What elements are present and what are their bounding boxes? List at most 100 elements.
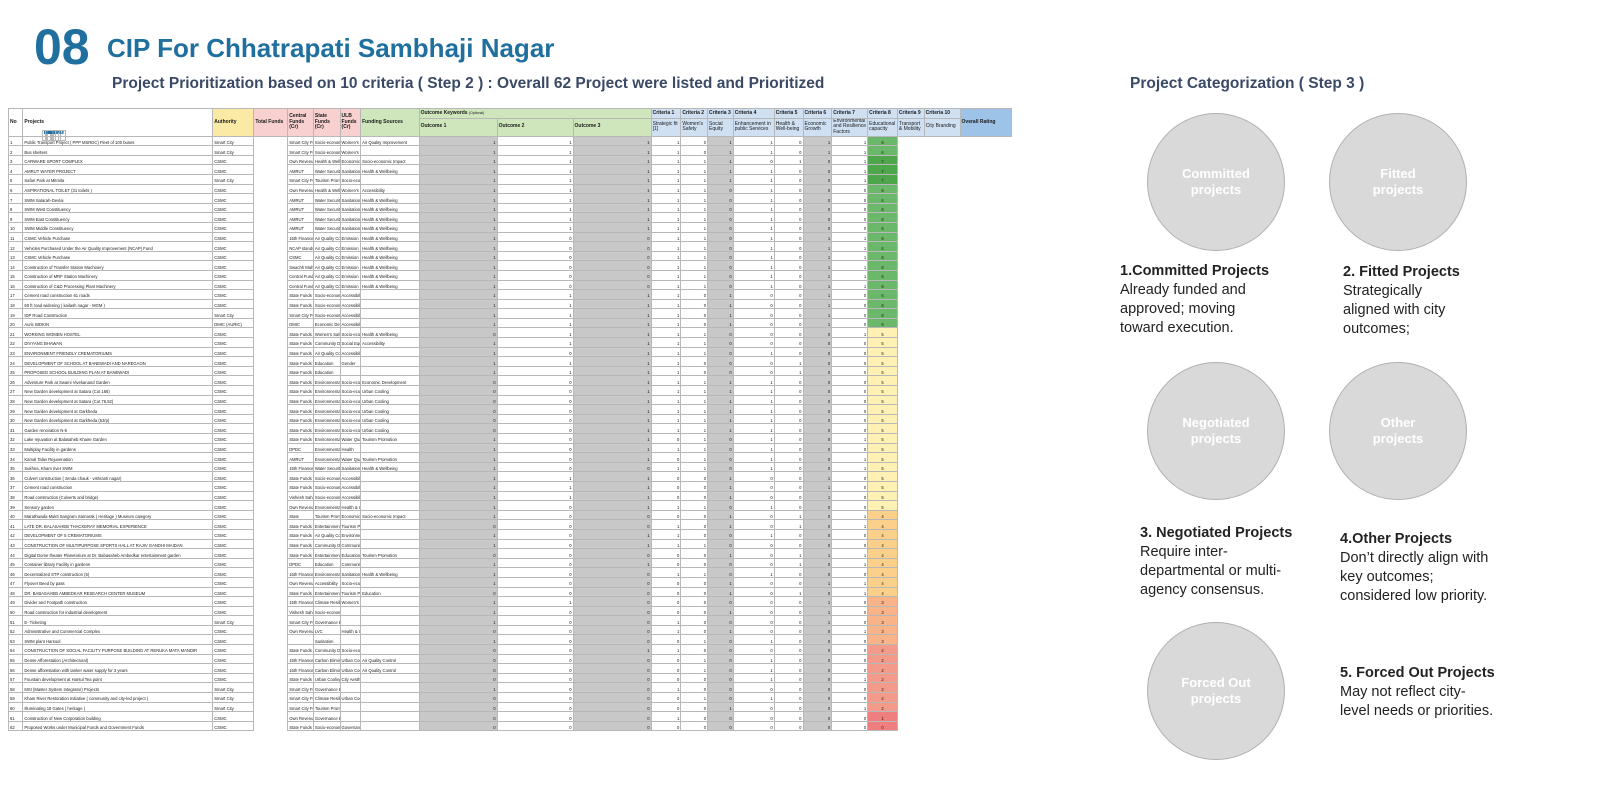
outcome-cell: Water Security	[312, 461, 341, 473]
criteria-cell: 1	[650, 624, 682, 636]
outcome-cell: Urban Cooling	[339, 692, 362, 703]
table-row: 39 Sensory garden CSMC 0.25 0.25 Own Revenue E…	[8, 130, 1012, 511]
criteria-cell: 0	[707, 337, 734, 348]
authority-cell: CSMC	[212, 356, 255, 367]
criteria-cell: 1	[732, 221, 775, 233]
criteria-cell: 1	[650, 615, 682, 626]
funding-source-cell: Own Revenue	[287, 624, 314, 636]
criteria-cell: 1	[732, 442, 775, 454]
criteria-cell: 1	[732, 173, 775, 185]
criteria-cell: 1	[650, 346, 682, 358]
criteria-cell: 0	[680, 682, 709, 694]
criteria-cell: 0	[496, 682, 574, 694]
authority-cell: CSMC	[212, 528, 255, 540]
outcome-cell	[339, 701, 362, 713]
authority-cell: CSMC	[212, 221, 255, 233]
criteria-cell: 1	[773, 154, 804, 166]
criteria-cell: 0	[680, 317, 709, 329]
criteria-cell: 0	[680, 711, 709, 722]
criteria-cell: 1	[732, 250, 775, 262]
row-number-cell: 50	[8, 605, 24, 617]
funding-source-cell: State Funds	[287, 346, 314, 358]
criteria-cell: 0	[707, 461, 734, 473]
outcome-cell: Urban Cooling	[339, 653, 362, 665]
criteria-cell: 1	[802, 490, 833, 502]
criteria-cell: 1	[732, 567, 775, 578]
authority-cell: CSMC	[212, 289, 255, 300]
criteria-cell: 1	[802, 596, 833, 607]
outcome-cell	[339, 605, 362, 617]
outcome-cell: Environmental Sustainability	[312, 500, 341, 511]
outcome-cell: Education	[312, 356, 341, 367]
project-name-cell: CSMC Vehicle Purchase	[22, 231, 214, 243]
table-row: 16 Construction of C&D Processing Plant M…	[8, 130, 1012, 291]
criteria-cell: 1	[831, 173, 869, 185]
table-body: 1 Public Transport Project ( PPP MSRDC) F…	[8, 130, 1012, 732]
criteria-cell: 1	[496, 212, 574, 223]
criteria-cell: 1	[418, 365, 498, 377]
outcome-cell	[360, 356, 420, 367]
criteria-cell: 0	[650, 672, 682, 684]
project-name-cell: New Garden development at Garkheda	[22, 404, 214, 415]
criteria-cell: 1	[418, 269, 498, 281]
criteria-cell: 0	[418, 711, 498, 722]
criteria-cell: 0	[707, 596, 734, 607]
rating-cell: 4	[867, 567, 898, 578]
table-row: 28 New Garden development at Satara (Cut …	[8, 130, 1012, 406]
outcome-cell: Women's Safety	[339, 183, 362, 195]
project-name-cell: ASPIRATIONAL TOILET (31 toilets )	[22, 183, 214, 195]
project-name-cell: E- Ticketing	[22, 615, 214, 626]
criteria-cell: 0	[732, 720, 775, 732]
criteria-cell: 0	[802, 423, 833, 434]
table-row: 52 Administrative and Commercial Complex C…	[8, 130, 1012, 636]
criteria-cell: 0	[773, 173, 804, 185]
criteria-cell: 1	[572, 173, 652, 185]
criteria-cell: 0	[496, 634, 574, 646]
criteria-cell: 1	[496, 202, 574, 214]
funding-source-cell: 15th Finance Commission	[287, 231, 314, 243]
criteria-cell: 1	[650, 413, 682, 425]
table-row: 8 SWM West Constituency CSMC 190.36 47.59 85.…	[8, 130, 1012, 214]
criteria-cell: 0	[707, 193, 734, 204]
rating-cell: 6	[867, 202, 898, 214]
criteria-cell: 1	[496, 596, 574, 607]
outcome-cell: Water Quality Improvement	[339, 452, 362, 463]
outcome-cell: Accessibility	[339, 298, 362, 310]
criteria-cell: 0	[680, 490, 709, 502]
criteria-cell: 0	[680, 145, 709, 156]
outcome-cell: Social Equity	[339, 337, 362, 348]
outcome-cell: Health & Wellbeing	[360, 250, 420, 262]
criteria-cell: 0	[496, 509, 574, 521]
project-name-cell: AMRUT WATER PROJECT	[22, 164, 214, 175]
table-row: 48 DR. BABASAHEB AMBEDKAR RESEARCH CENTER…	[8, 130, 1012, 598]
criteria-cell: 1	[831, 433, 869, 444]
criteria-cell: 0	[572, 576, 652, 588]
table-row: 3 CARWARE SPORT COMPLEX CSMC 300 300 Own Reve…	[8, 130, 1012, 166]
project-name-cell: DR. BABASAHEB AMBEDKAR RESEARCH CENTER M…	[22, 586, 214, 598]
criteria-cell: 0	[496, 461, 574, 473]
committed-circle-label: Committed projects	[1182, 165, 1250, 197]
funding-source-cell: Vishesh Sahayya Yojana (विशेष सहाय्य योज…	[287, 605, 314, 617]
rating-cell: 6	[867, 317, 898, 329]
criteria-cell: 1	[707, 154, 734, 166]
criteria-cell: 1	[732, 279, 775, 291]
header-criteria-5: Criteria 5	[773, 108, 804, 119]
criteria-cell: 0	[773, 663, 804, 674]
outcome-cell: Environmental Sustainability	[312, 394, 341, 406]
project-name-cell: Decentralized STP construction (5)	[22, 567, 214, 578]
criteria-cell: 0	[831, 317, 869, 329]
criteria-cell: 1	[650, 241, 682, 252]
table-row: 4 AMRUT WATER PROJECT CSMC 2740.75 685.19 123…	[8, 130, 1012, 175]
project-name-cell: DIVYANG BHAWAN	[22, 337, 214, 348]
criteria-cell: 0	[773, 145, 804, 156]
criteria-cell: 0	[732, 337, 775, 348]
criteria-cell: 1	[707, 385, 734, 396]
criteria-cell: 0	[831, 212, 869, 223]
project-name-cell: SWM plant Harsool	[22, 634, 214, 646]
criteria-cell: 0	[831, 500, 869, 511]
table-row: 57 Fountain development at Harsul Tea poi…	[8, 130, 1012, 684]
row-number-cell: 29	[8, 404, 24, 415]
row-number-cell: 43	[8, 538, 24, 550]
project-name-cell: MSI (Master System Integrator) Projects	[22, 682, 214, 694]
row-number-cell: 14	[8, 260, 24, 271]
